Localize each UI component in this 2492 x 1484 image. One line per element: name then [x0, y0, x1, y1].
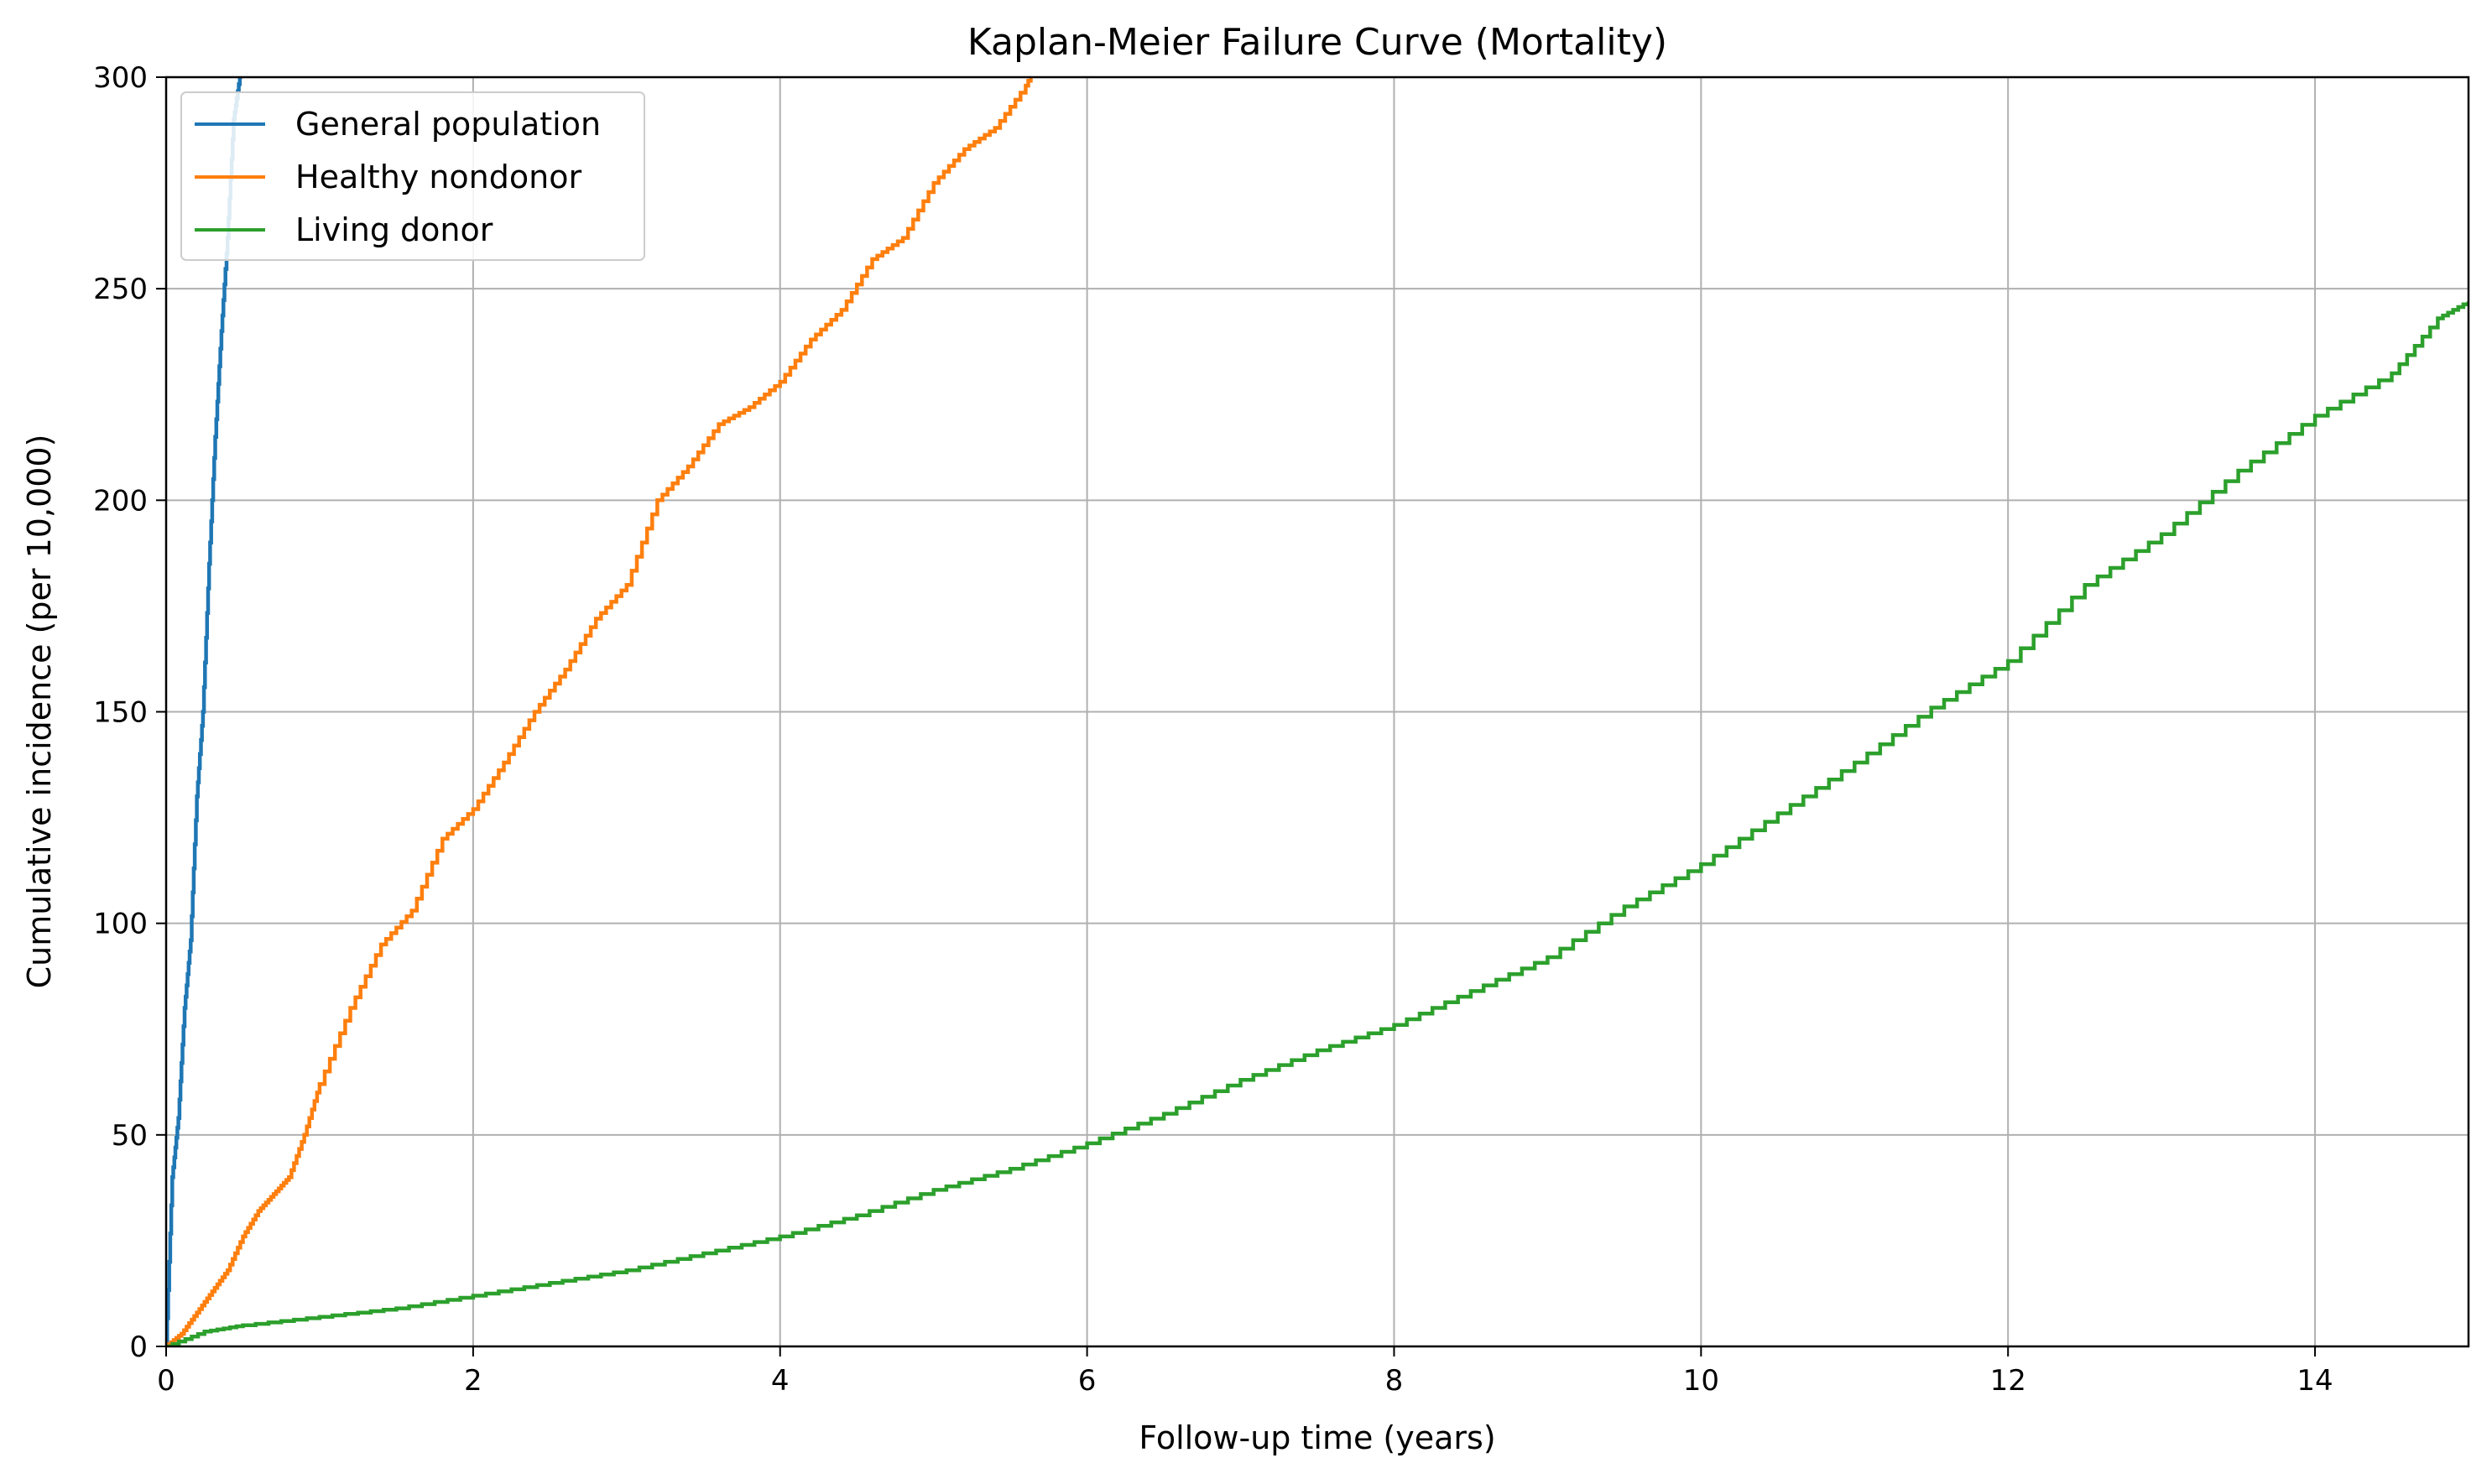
y-tick-label: 250 [93, 273, 148, 306]
tick-layer: 0 2 4 6 8 10 12 14 0 50 100 150 200 250 300 [93, 61, 2333, 1398]
chart-title: Kaplan-Meier Failure Curve (Mortality) [967, 21, 1667, 64]
y-tick-label: 150 [93, 696, 148, 730]
x-tick-label: 6 [1078, 1364, 1097, 1398]
y-tick-label: 200 [93, 484, 148, 518]
series-living-donor [166, 301, 2469, 1346]
y-axis-label: Cumulative incidence (per 10,000) [21, 435, 58, 989]
x-tick-label: 10 [1683, 1364, 1719, 1398]
x-tick-label: 8 [1385, 1364, 1404, 1398]
legend: General population Healthy nondonor Livi… [180, 91, 645, 261]
legend-label-general-population: General population [295, 106, 601, 143]
y-tick-label: 300 [93, 61, 148, 95]
x-tick-label: 12 [1990, 1364, 2026, 1398]
x-tick-label: 14 [2296, 1364, 2333, 1398]
y-tick-label: 50 [112, 1119, 148, 1153]
legend-box [180, 91, 645, 261]
y-tick-label: 100 [93, 908, 148, 941]
x-tick-label: 4 [771, 1364, 790, 1398]
legend-label-living-donor: Living donor [295, 211, 493, 248]
series-healthy-nondonor [166, 77, 1035, 1346]
x-tick-label: 2 [464, 1364, 482, 1398]
x-axis-label: Follow-up time (years) [1139, 1419, 1495, 1456]
x-tick-label: 0 [157, 1364, 175, 1398]
y-tick-label: 0 [129, 1330, 148, 1364]
legend-label-healthy-nondonor: Healthy nondonor [295, 159, 581, 195]
